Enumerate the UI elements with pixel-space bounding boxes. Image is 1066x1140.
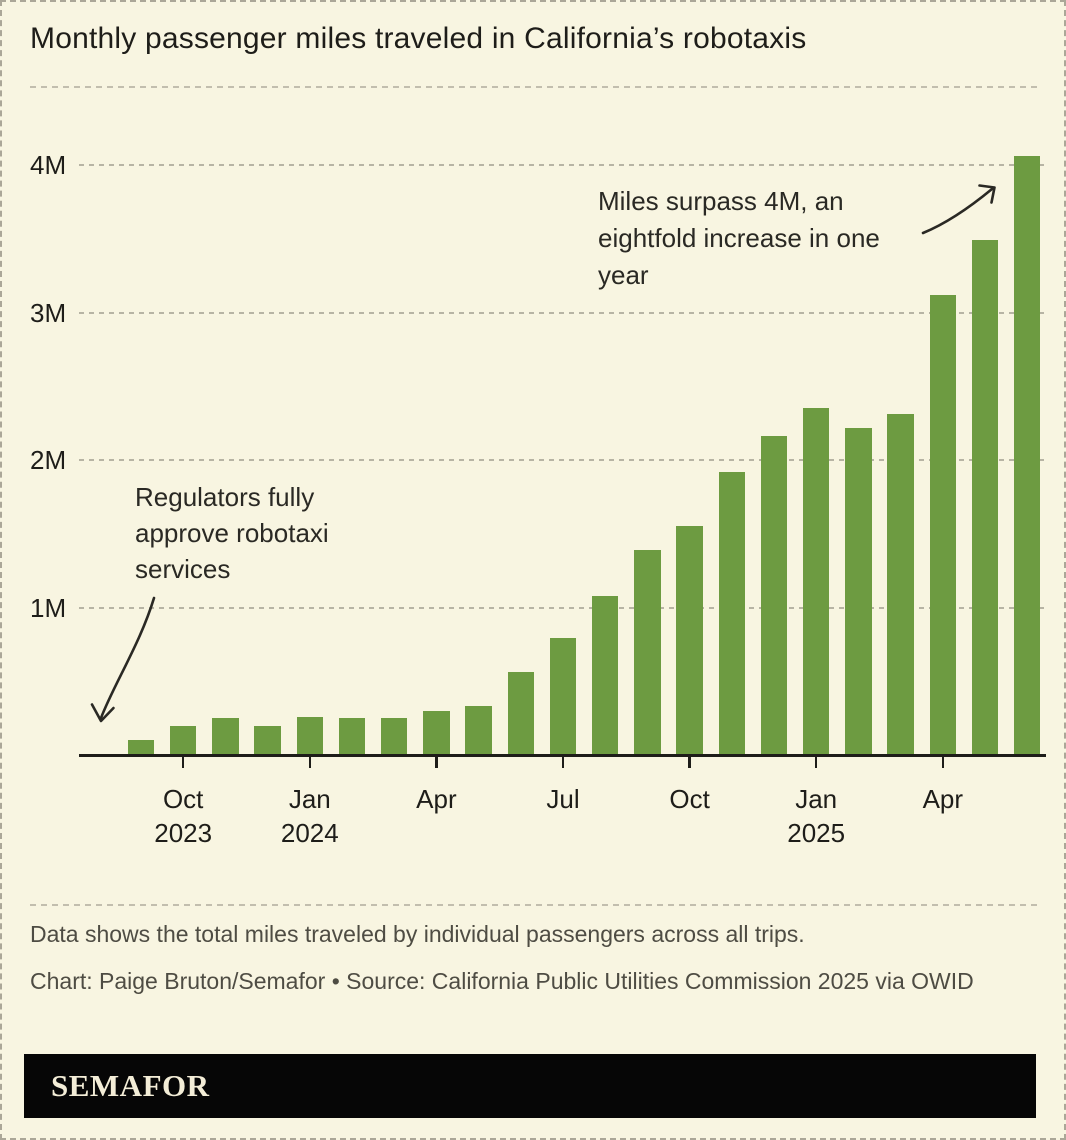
arrow-to-first-bar-head — [90, 703, 115, 723]
x-axis-label-month: Oct — [669, 784, 710, 814]
x-tick-apr — [435, 757, 438, 768]
bar-jan-2024 — [296, 716, 324, 755]
x-tick-oct — [688, 757, 691, 768]
bar-oct-2024 — [676, 526, 703, 755]
arrow-to-last-bar-curve — [921, 187, 994, 235]
x-tick-jan-2025 — [814, 757, 818, 768]
bar-dec-2024 — [760, 436, 788, 755]
bar-sep-2023 — [127, 740, 155, 755]
x-axis-label-year: 2025 — [787, 818, 846, 848]
bar-may-2025 — [971, 240, 999, 755]
x-axis-line — [79, 754, 1046, 757]
bar-nov-2024 — [718, 471, 746, 755]
x-axis-label-year: 2024 — [280, 818, 339, 848]
bar-jun-2025 — [1013, 156, 1041, 755]
bar-feb-2024 — [338, 718, 366, 755]
bar-mar-2025 — [887, 414, 914, 755]
x-axis-label-month: Jul — [546, 784, 580, 814]
footer-separator — [30, 904, 1040, 906]
bar-aug-2024 — [591, 595, 619, 755]
x-axis-label-month: Apr — [922, 784, 964, 814]
arrow-to-last-bar-head — [978, 184, 996, 204]
bar-apr-2025 — [929, 294, 957, 755]
x-tick-apr — [941, 757, 945, 768]
y-axis-label-1M: 1M — [30, 592, 67, 623]
bar-oct-2023 — [169, 725, 197, 755]
bar-jun-2024 — [507, 672, 535, 755]
gridline-3M — [79, 311, 1046, 314]
y-axis-label-2M: 2M — [30, 445, 67, 475]
bar-jul-2024 — [549, 638, 577, 755]
chart-title: Monthly passenger miles traveled in Cali… — [30, 22, 807, 55]
semafor-wordmark: SEMAFOR — [51, 1068, 210, 1103]
y-axis-label-3M: 3M — [30, 297, 67, 328]
x-axis-label-month: Jan — [795, 784, 838, 814]
x-axis-label-month: Oct — [162, 784, 204, 814]
x-axis-label-month: Apr — [416, 784, 457, 814]
chart-credit: Chart: Paige Bruton/Semafor • Source: Ca… — [30, 968, 974, 994]
x-axis-label-year: 2023 — [154, 818, 213, 848]
bar-may-2024 — [465, 706, 492, 755]
bar-jan-2025 — [802, 408, 830, 755]
bar-mar-2024 — [380, 718, 408, 755]
arrow-to-first-bar-curve — [99, 596, 156, 720]
bar-apr-2024 — [423, 710, 450, 755]
gridline-2M — [79, 459, 1046, 461]
x-tick-jul — [561, 757, 565, 768]
gridline-4M — [79, 164, 1046, 166]
bar-nov-2023 — [212, 718, 239, 755]
gridline-1M — [79, 606, 1046, 609]
y-axis-label-4M: 4M — [30, 150, 67, 180]
bar-dec-2023 — [254, 725, 281, 755]
x-tick-jan-2024 — [308, 757, 312, 768]
x-tick-oct-2023 — [181, 757, 185, 768]
x-axis-label-month: Jan — [288, 784, 331, 814]
bar-sep-2024 — [634, 549, 661, 755]
bar-feb-2025 — [845, 427, 872, 755]
annotation-regulators-approve: Regulators fully approve robotaxi servic… — [135, 482, 329, 584]
title-separator — [30, 86, 1040, 88]
annotation-miles-surpass-4m: Miles surpass 4M, an eightfold increase … — [598, 186, 880, 290]
chart-note: Data shows the total miles traveled by i… — [30, 921, 805, 947]
semafor-logo-bar: SEMAFOR — [24, 1054, 1036, 1118]
